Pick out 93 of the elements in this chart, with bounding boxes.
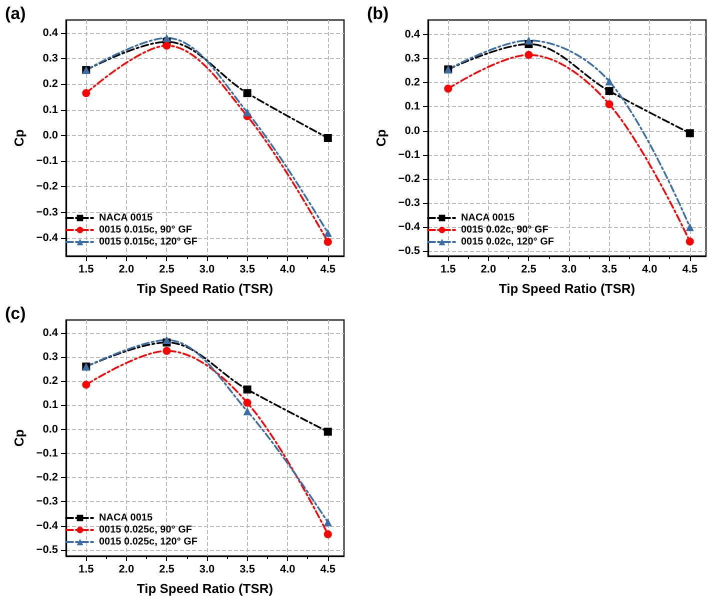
x-axis-title: Tip Speed Ratio (TSR) bbox=[136, 281, 274, 296]
x-tick-label: 2.5 bbox=[159, 264, 174, 276]
point bbox=[243, 407, 252, 416]
point bbox=[324, 530, 332, 538]
legend-label: 0015 0.015c, 120° GF bbox=[99, 236, 198, 248]
point bbox=[324, 134, 332, 142]
point bbox=[605, 87, 614, 96]
x-tick-label: 2.5 bbox=[521, 264, 536, 276]
chart-title: (c) bbox=[5, 304, 26, 323]
y-axis-title: Cp bbox=[373, 129, 388, 147]
legend-label: 0015 0.025c, 120° GF bbox=[99, 536, 198, 548]
y-tick-label: 0.4 bbox=[42, 26, 59, 39]
x-tick-label: 2.0 bbox=[118, 264, 134, 276]
point bbox=[324, 228, 332, 237]
x-tick-label: 4.5 bbox=[320, 264, 336, 276]
y-tick-label: 0.3 bbox=[404, 52, 420, 65]
y-tick-label: −0.2 bbox=[36, 180, 58, 193]
point bbox=[162, 42, 171, 50]
legend-label: 0015 0.02c, 90° GF bbox=[461, 224, 548, 236]
y-tick-label: −0.4 bbox=[36, 520, 59, 532]
point bbox=[243, 385, 252, 394]
y-tick-label: −0.4 bbox=[36, 232, 59, 244]
y-axis-title: Cp bbox=[11, 129, 26, 147]
point bbox=[324, 428, 332, 436]
legend-label: NACA 0015 bbox=[99, 212, 153, 224]
y-tick-label: 0.3 bbox=[42, 350, 58, 363]
chart-title: (b) bbox=[367, 4, 389, 23]
y-tick-label: 0.1 bbox=[42, 399, 58, 412]
y-tick-label: −0.5 bbox=[36, 544, 58, 556]
x-tick-label: 4.0 bbox=[642, 264, 658, 276]
y-tick-label: 0.2 bbox=[404, 76, 420, 89]
x-tick-label: 1.5 bbox=[78, 264, 94, 276]
x-tick-label: 3.0 bbox=[561, 264, 577, 276]
y-tick-label: 0.0 bbox=[42, 423, 58, 436]
x-tick-label: 2.0 bbox=[480, 264, 496, 276]
y-tick-label: −0.1 bbox=[36, 447, 58, 460]
x-tick-label: 3.5 bbox=[240, 264, 255, 276]
point bbox=[605, 77, 614, 86]
legend-label: 0015 0.015c, 90° GF bbox=[99, 224, 192, 236]
legend-label: NACA 0015 bbox=[99, 512, 153, 524]
point bbox=[444, 84, 452, 93]
y-tick-label: 0.4 bbox=[42, 326, 59, 339]
point bbox=[243, 89, 252, 98]
x-tick-label: 3.0 bbox=[199, 264, 215, 276]
point bbox=[82, 380, 90, 389]
x-tick-label: 4.5 bbox=[682, 264, 698, 276]
y-tick-label: 0.2 bbox=[42, 375, 58, 388]
y-tick-label: 0.2 bbox=[42, 78, 58, 90]
point bbox=[82, 89, 90, 98]
point bbox=[686, 223, 694, 232]
y-tick-label: 0.0 bbox=[42, 129, 58, 142]
x-tick-label: 4.5 bbox=[320, 564, 336, 576]
y-tick-label: −0.1 bbox=[36, 155, 58, 168]
point bbox=[324, 518, 332, 526]
point bbox=[524, 36, 533, 44]
chart-title: (a) bbox=[5, 4, 26, 23]
point bbox=[686, 238, 694, 246]
y-tick-label: −0.5 bbox=[398, 245, 420, 258]
y-tick-label: 0.4 bbox=[404, 28, 421, 40]
point bbox=[605, 100, 614, 108]
x-tick-label: 4.0 bbox=[280, 564, 296, 576]
y-tick-label: −0.3 bbox=[36, 206, 58, 218]
point bbox=[324, 238, 332, 246]
x-tick-label: 3.0 bbox=[199, 564, 215, 576]
x-tick-label: 4.0 bbox=[280, 264, 296, 276]
y-axis-title: Cp bbox=[11, 429, 26, 447]
legend-label: NACA 0015 bbox=[461, 212, 515, 224]
point bbox=[243, 108, 252, 116]
y-tick-label: −0.2 bbox=[36, 472, 58, 484]
y-tick-label: 0.3 bbox=[42, 52, 58, 64]
y-tick-label: −0.4 bbox=[398, 221, 421, 234]
point bbox=[686, 129, 694, 138]
point bbox=[162, 34, 171, 42]
x-tick-label: 1.5 bbox=[440, 264, 456, 276]
y-tick-label: 0.1 bbox=[404, 100, 420, 113]
x-tick-label: 3.5 bbox=[602, 264, 617, 276]
y-tick-label: 0.1 bbox=[42, 104, 58, 116]
y-tick-label: −0.1 bbox=[398, 148, 420, 161]
point bbox=[243, 398, 252, 407]
y-tick-label: −0.3 bbox=[398, 197, 420, 210]
legend-label: 0015 0.025c, 90° GF bbox=[99, 524, 192, 536]
y-tick-label: −0.3 bbox=[36, 496, 58, 508]
x-tick-label: 1.5 bbox=[78, 564, 94, 576]
x-tick-label: 2.0 bbox=[118, 564, 134, 576]
x-axis-title: Tip Speed Ratio (TSR) bbox=[136, 581, 274, 596]
x-axis-title: Tip Speed Ratio (TSR) bbox=[498, 281, 636, 296]
y-tick-label: 0.0 bbox=[404, 124, 420, 137]
legend-label: 0015 0.02c, 120° GF bbox=[461, 236, 554, 248]
x-tick-label: 3.5 bbox=[240, 564, 255, 576]
point bbox=[162, 346, 171, 355]
y-tick-label: −0.2 bbox=[398, 172, 420, 185]
point bbox=[524, 50, 533, 59]
x-tick-label: 2.5 bbox=[159, 564, 174, 576]
